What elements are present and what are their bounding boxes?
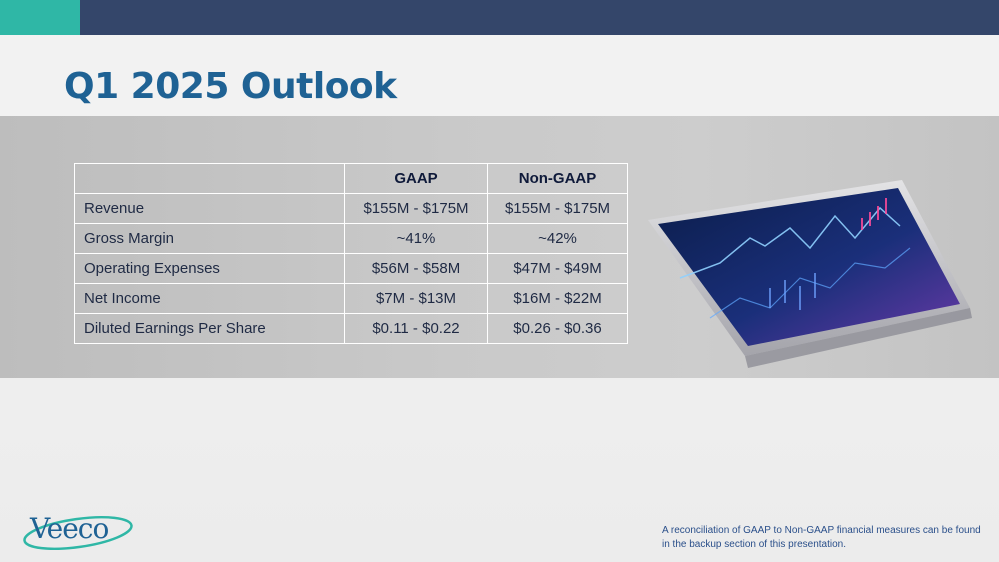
row-label: Gross Margin [74,223,345,254]
table-row: Revenue $155M - $175M $155M - $175M [74,193,628,224]
table-row: Diluted Earnings Per Share $0.11 - $0.22… [74,313,628,344]
top-bar-accent [0,0,80,35]
gaap-value: $7M - $13M [344,283,488,314]
table-header-gaap: GAAP [344,163,488,194]
table-header-empty [74,163,345,194]
gaap-value: ~41% [344,223,488,254]
non-gaap-value: ~42% [487,223,628,254]
svg-text:Veeco: Veeco [29,512,108,545]
veeco-logo: Veeco [23,512,133,550]
top-bar [0,0,999,35]
row-label: Revenue [74,193,345,224]
gaap-value: $0.11 - $0.22 [344,313,488,344]
reconciliation-footnote: A reconciliation of GAAP to Non-GAAP fin… [662,525,981,550]
table-header-row: GAAP Non-GAAP [74,163,628,194]
tablet-chart-illustration [648,180,972,368]
gaap-value: $155M - $175M [344,193,488,224]
table-row: Net Income $7M - $13M $16M - $22M [74,283,628,314]
table-row: Gross Margin ~41% ~42% [74,223,628,254]
non-gaap-value: $0.26 - $0.36 [487,313,628,344]
row-label: Diluted Earnings Per Share [74,313,345,344]
row-label: Operating Expenses [74,253,345,284]
non-gaap-value: $16M - $22M [487,283,628,314]
slide-title: Q1 2025 Outlook [64,66,397,107]
outlook-table: GAAP Non-GAAP Revenue $155M - $175M $155… [74,163,628,344]
row-label: Net Income [74,283,345,314]
non-gaap-value: $155M - $175M [487,193,628,224]
non-gaap-value: $47M - $49M [487,253,628,284]
table-header-non-gaap: Non-GAAP [487,163,628,194]
gaap-value: $56M - $58M [344,253,488,284]
table-row: Operating Expenses $56M - $58M $47M - $4… [74,253,628,284]
